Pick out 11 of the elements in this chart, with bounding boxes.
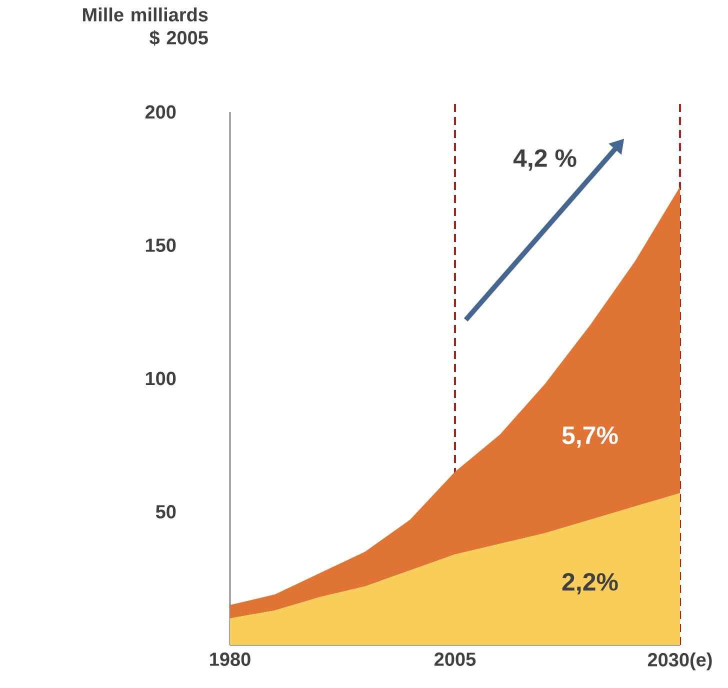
x-tick-label: 2005	[434, 652, 476, 666]
x-tick-label: 1980	[210, 652, 250, 666]
x-tick-label: 2030(e)	[648, 652, 712, 670]
y-tick-label: 150	[146, 238, 176, 252]
y-axis-title: Mille milliards $ 2005	[83, 8, 208, 46]
y-tick-label: 100	[146, 372, 176, 386]
annotation: 2,2%	[562, 573, 618, 594]
annotation: 5,7%	[562, 426, 618, 448]
y-tick-label: 50	[156, 505, 176, 518]
y-tick-label: 200	[145, 105, 176, 119]
annotation: 4,2 %	[513, 149, 576, 171]
